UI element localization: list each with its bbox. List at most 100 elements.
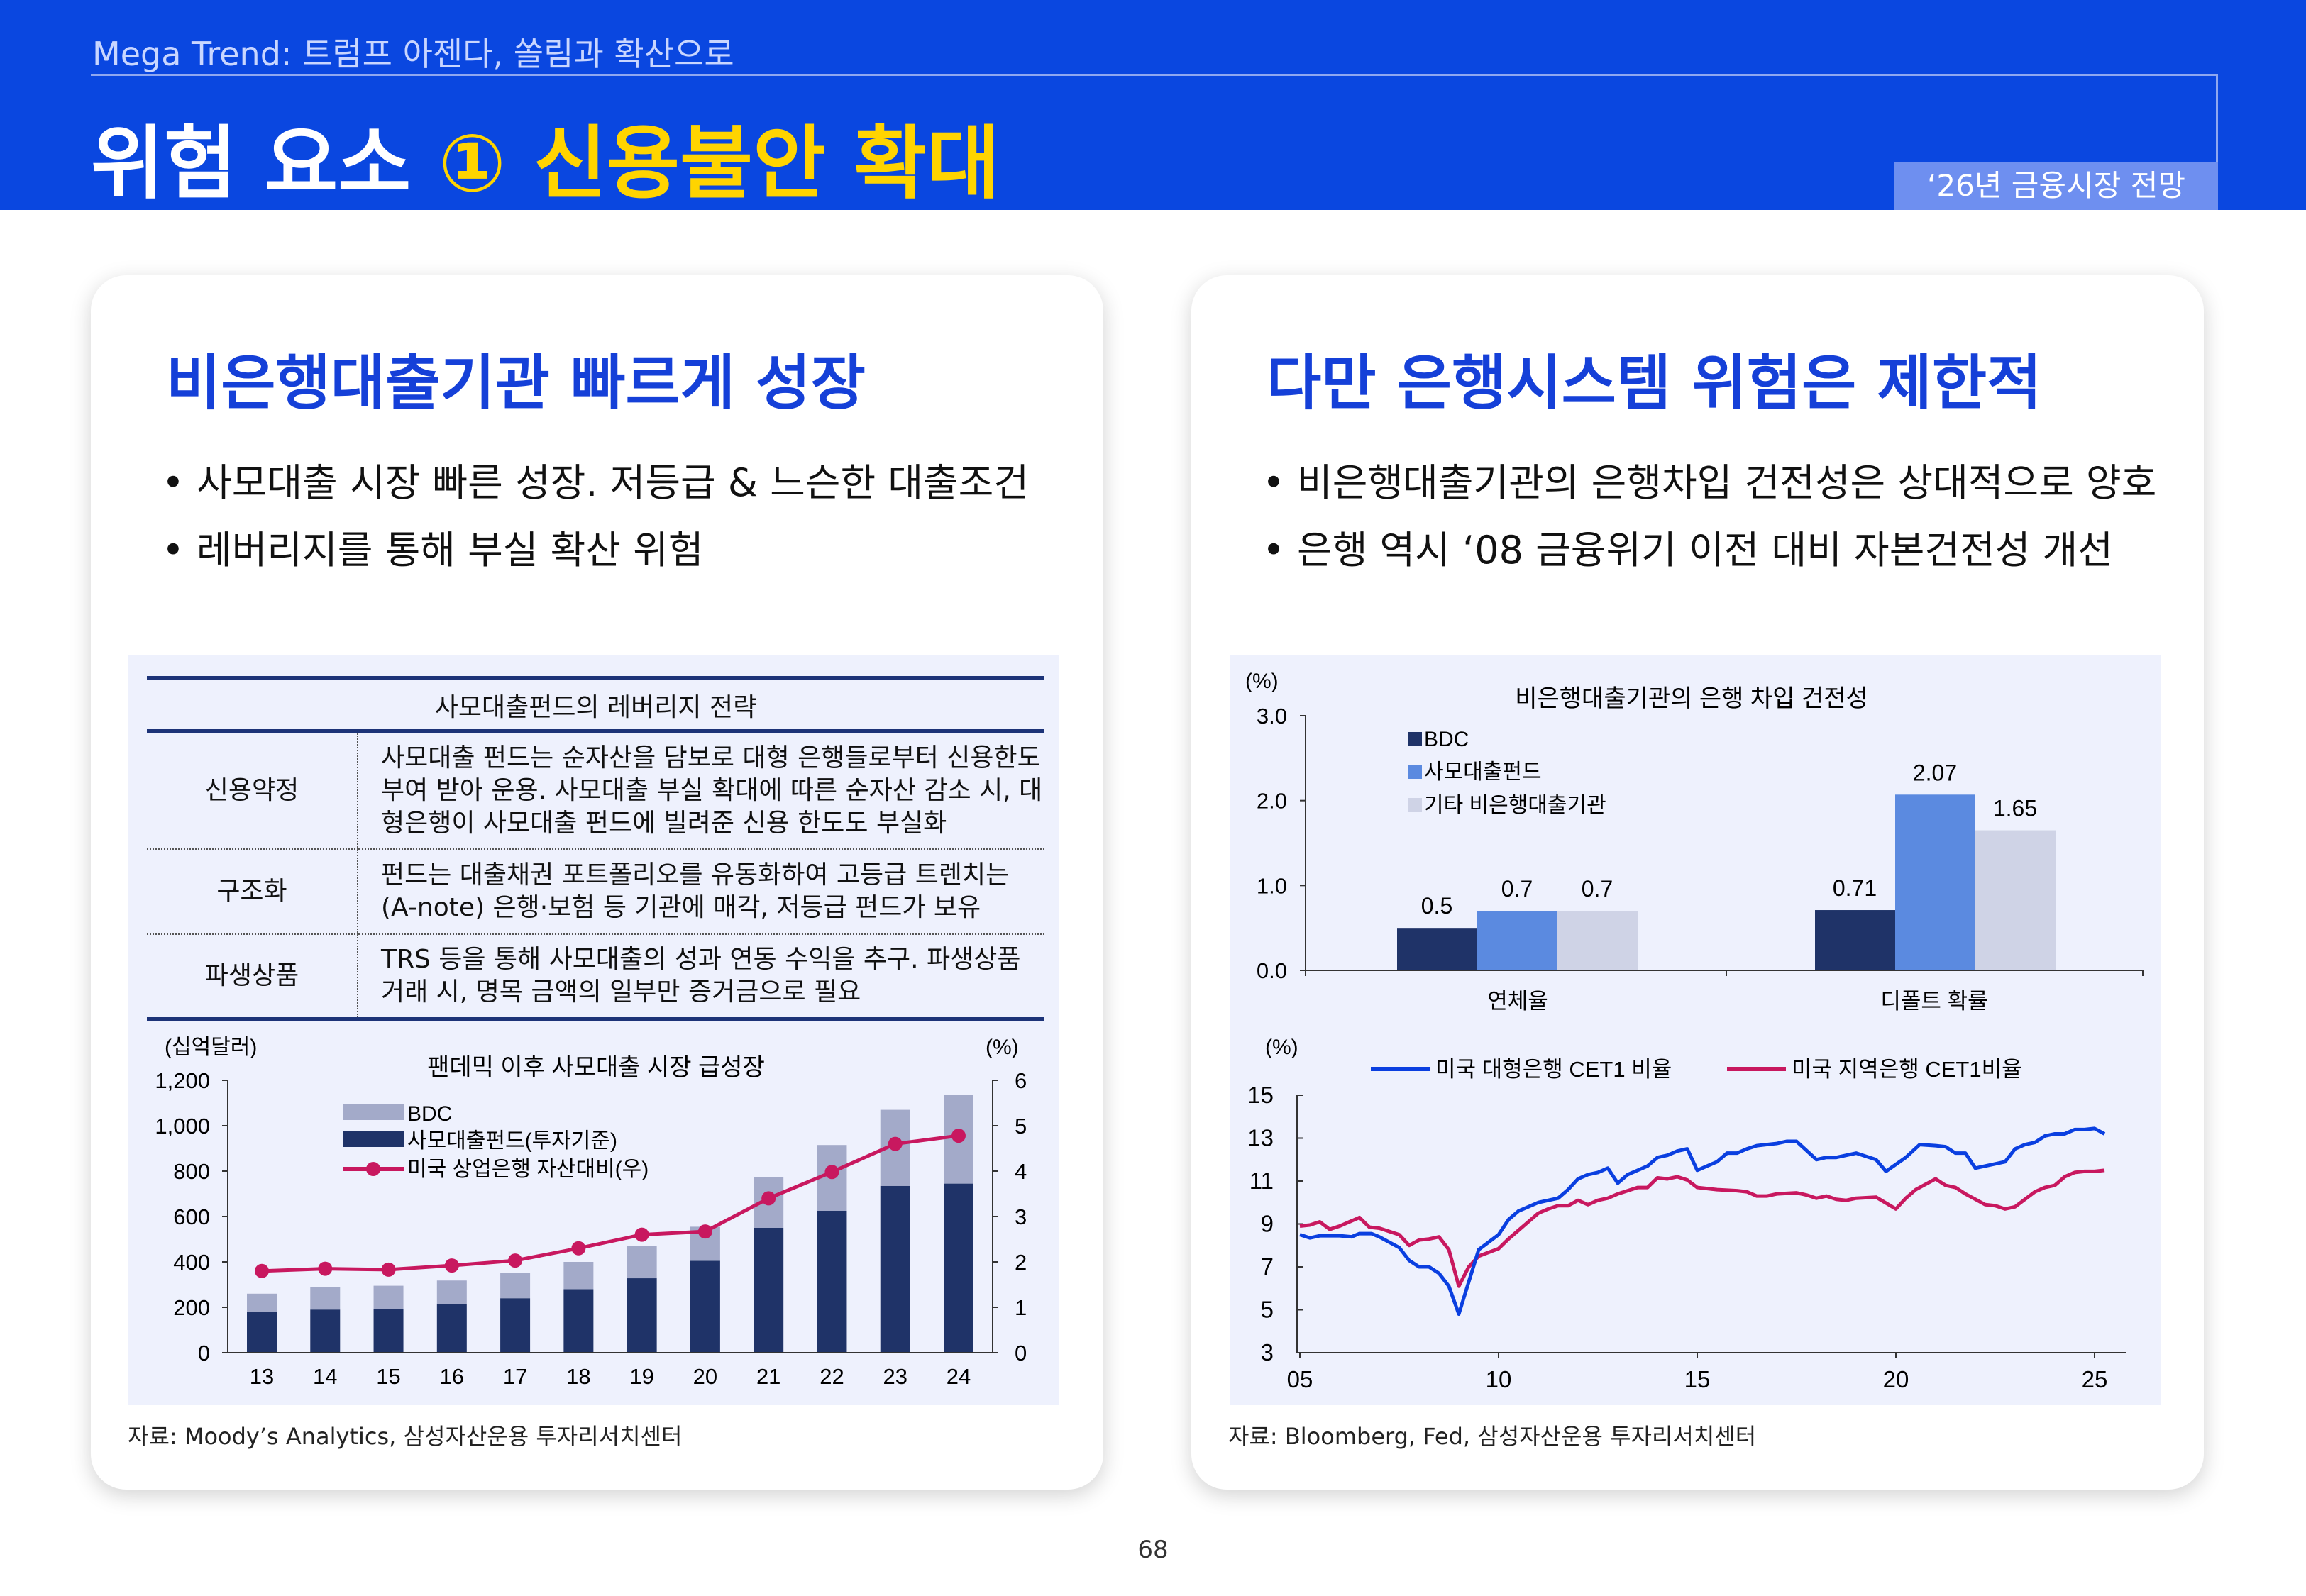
y-tick-label: 13 [1247, 1125, 1274, 1151]
x-category-label: 디폴트 확률 [1880, 989, 1987, 1014]
x-tick-label: 23 [883, 1364, 907, 1389]
right-source: 자료: Bloomberg, Fed, 삼성자산운용 투자리서치센터 [1228, 1423, 1757, 1450]
legend-label-regional: 미국 지역은행 CET1비율 [1792, 1057, 2022, 1082]
private-credit-chart: (십억달러) (%) 팬데믹 이후 사모대출 시장 급성장 BDC 사모대출펀드… [155, 1036, 1027, 1389]
y-tick-label: 11 [1249, 1168, 1274, 1194]
bar-private-credit-fund [690, 1260, 720, 1353]
bank-asset-ratio-point [634, 1227, 649, 1242]
x-tick-label: 21 [756, 1364, 780, 1389]
y-tick-label: 3.0 [1257, 704, 1287, 728]
x-tick-label: 24 [947, 1364, 971, 1389]
table-title: 사모대출펀드의 레버리지 전략 [147, 676, 1044, 733]
y-tick-label: 800 [173, 1159, 210, 1184]
bank-asset-ratio-point [888, 1136, 903, 1151]
y-tick-label: 1.0 [1257, 873, 1287, 898]
chart2-title: 비은행대출기관의 은행 차입 건전성 [1515, 685, 1868, 712]
legend-label-bank: 미국 상업은행 자산대비(우) [407, 1158, 649, 1181]
legend-swatch-other [1408, 798, 1422, 812]
legend-label-fund: 사모대출펀드 [1424, 760, 1542, 784]
table-key: 파생상품 [147, 934, 358, 1021]
page-title-main: 위험 요소 [91, 118, 439, 210]
y-tick-label: 1,000 [155, 1114, 210, 1138]
right-heading: 다만 은행시스템 위험은 제한적 [1267, 348, 2042, 418]
bar-private-credit-fund [754, 1228, 784, 1353]
report-badge: ‘26년 금융시장 전망 [1894, 162, 2218, 210]
chart1-y2label: (%) [986, 1036, 1019, 1059]
bar-private-credit-fund [627, 1278, 657, 1353]
bank-asset-ratio-point [697, 1224, 712, 1239]
bar-bdc [310, 1287, 341, 1310]
legend-swatch-bdc [343, 1104, 404, 1120]
x-tick-label: 25 [2082, 1366, 2108, 1392]
legend-swatch-fund [1408, 765, 1422, 779]
y-tick-label: 0 [198, 1341, 210, 1365]
header-subtitle: Mega Trend: 트럼프 아젠다, 쏠림과 확산으로 [92, 35, 734, 73]
table-value: 사모대출 펀드는 순자산을 담보로 대형 은행들로부터 신용한도 부여 받아 운… [358, 731, 1044, 850]
x-tick-label: 10 [1486, 1366, 1512, 1392]
legend-label-large: 미국 대형은행 CET1 비율 [1435, 1057, 1672, 1082]
y-tick-label: 200 [173, 1295, 210, 1320]
table-row: 구조화 펀드는 대출채권 포트폴리오를 유동화하여 고등급 트렌치는 (A-not… [147, 849, 1044, 935]
right-panel: (%) 비은행대출기관의 은행 차입 건전성 BDC 사모대출펀드 기타 비은행… [1230, 655, 2161, 1405]
leverage-strategy-table: 사모대출펀드의 레버리지 전략 신용약정 사모대출 펀드는 순자산을 담보로 대형… [147, 676, 1044, 1021]
y2-tick-label: 3 [1015, 1204, 1027, 1229]
x-tick-label: 15 [1684, 1366, 1711, 1392]
left-bullet-1: • 사모대출 시장 빠른 성장. 저등급 & 느슨한 대출조건 [162, 460, 1030, 505]
bar-0 [1397, 928, 1477, 970]
bar-value-label: 0.7 [1501, 876, 1533, 902]
y-tick-label: 3 [1261, 1339, 1274, 1365]
bank-asset-ratio-point [508, 1253, 523, 1268]
chart1-ylabel: (십억달러) [165, 1036, 257, 1059]
bank-asset-ratio-point [571, 1241, 586, 1256]
y2-tick-label: 6 [1015, 1068, 1027, 1093]
y-tick-label: 400 [173, 1250, 210, 1275]
bank-asset-ratio-point [951, 1129, 966, 1143]
bank-asset-ratio-point [318, 1261, 333, 1276]
chart3-ylabel: (%) [1265, 1036, 1298, 1059]
bar-2 [1557, 911, 1638, 970]
bar-bdc [563, 1262, 594, 1290]
table-row: 파생상품 TRS 등을 통해 사모대출의 성과 연동 수익을 추구. 파생상품 거… [147, 934, 1044, 1021]
legend-swatch-fund [343, 1131, 404, 1147]
right-bullet-2: • 은행 역시 ‘08 금융위기 이전 대비 자본건전성 개선 [1262, 528, 2113, 572]
legend-marker-bank [366, 1162, 380, 1176]
bar-value-label: 2.07 [1913, 760, 1957, 785]
bar-value-label: 0.7 [1582, 876, 1613, 902]
bar-bdc [373, 1285, 404, 1309]
x-tick-label: 15 [376, 1364, 400, 1389]
bar-private-credit-fund [373, 1309, 404, 1353]
bar-value-label: 0.71 [1833, 875, 1877, 901]
bar-1 [1895, 794, 1975, 970]
bar-2 [1975, 830, 2056, 970]
x-tick-label: 16 [440, 1364, 464, 1389]
bank-asset-ratio-point [381, 1262, 396, 1277]
page-title-highlight: ① 신용불안 확대 [438, 118, 1000, 210]
bar-bdc [500, 1273, 531, 1299]
bar-private-credit-fund [880, 1185, 910, 1353]
left-bullet-2: • 레버리지를 통해 부실 확산 위험 [162, 528, 704, 572]
page-title: 위험 요소 ① 신용불안 확대 [91, 99, 1000, 214]
table-value: TRS 등을 통해 사모대출의 성과 연동 수익을 추구. 파생상품 거래 시,… [358, 934, 1044, 1021]
bar-bdc [247, 1293, 277, 1312]
bar-bdc [436, 1280, 467, 1304]
bar-private-credit-fund [310, 1309, 341, 1353]
table-value: 펀드는 대출채권 포트폴리오를 유동화하여 고등급 트렌치는 (A-note) … [358, 849, 1044, 935]
bank-asset-ratio-point [255, 1263, 269, 1278]
header-divider [91, 74, 2218, 210]
legend-label-bdc: BDC [407, 1102, 452, 1126]
bank-borrowing-chart: (%) 비은행대출기관의 은행 차입 건전성 BDC 사모대출펀드 기타 비은행… [1245, 670, 2144, 1392]
y-tick-label: 600 [173, 1204, 210, 1229]
bank-asset-ratio-line [261, 1134, 959, 1273]
y-tick-label: 9 [1261, 1211, 1274, 1237]
bank-asset-ratio-point [444, 1258, 459, 1273]
x-tick-label: 05 [1287, 1366, 1313, 1392]
bar-private-credit-fund [944, 1183, 973, 1353]
legend-label-bdc: BDC [1424, 728, 1469, 751]
large-bank-cet1-line [1299, 1126, 2106, 1317]
right-bullet-1: • 비은행대출기관의 은행차입 건전성은 상대적으로 양호 [1262, 460, 2157, 505]
x-tick-label: 19 [629, 1364, 653, 1389]
table-row: 신용약정 사모대출 펀드는 순자산을 담보로 대형 은행들로부터 신용한도 부여 … [147, 731, 1044, 850]
x-tick-label: 18 [566, 1364, 590, 1389]
y2-tick-label: 0 [1015, 1341, 1027, 1365]
y-tick-label: 5 [1261, 1297, 1274, 1323]
